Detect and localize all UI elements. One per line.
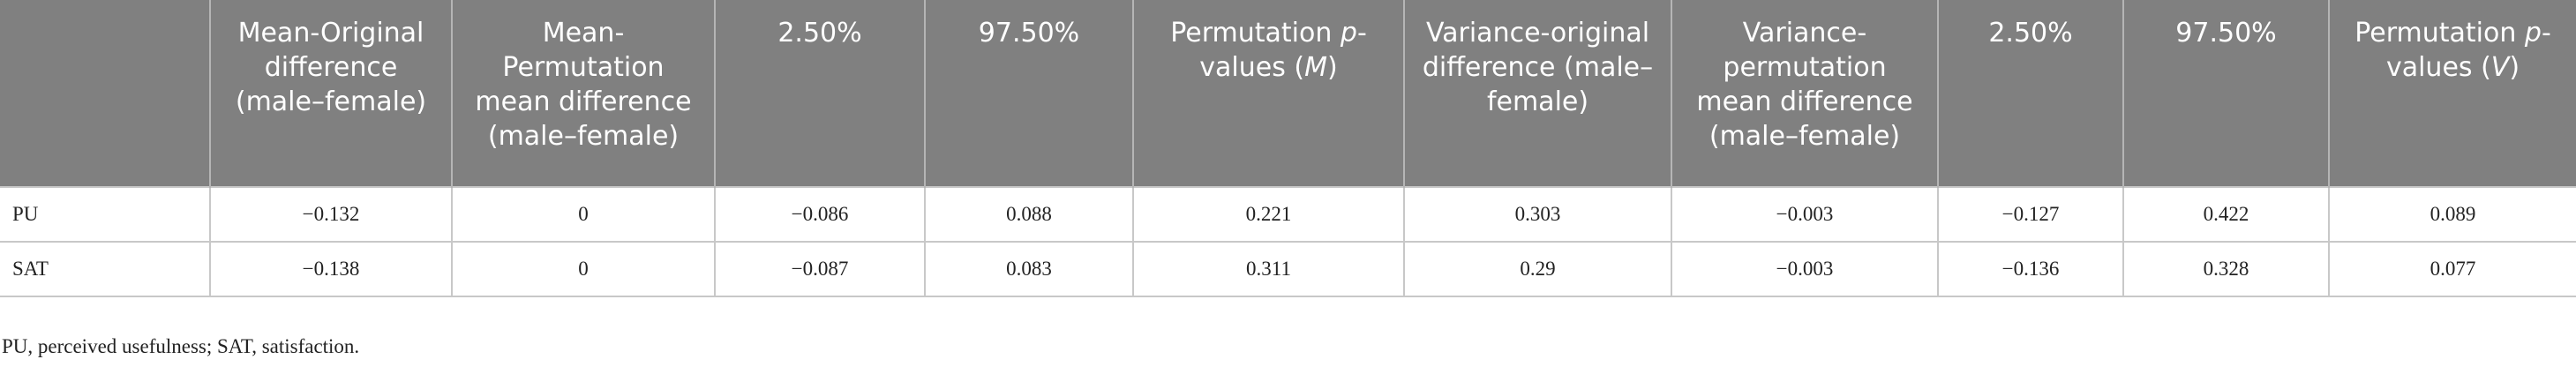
header-cell bbox=[0, 0, 210, 187]
header-text: Variance-original difference (male–femal… bbox=[1422, 18, 1654, 117]
value-cell: 0.303 bbox=[1403, 186, 1672, 243]
value-cell: 0.077 bbox=[2328, 241, 2576, 297]
header-row: Mean-Original difference (male–female) Me… bbox=[0, 0, 2576, 187]
header-text: -values ( bbox=[1199, 18, 1367, 83]
value-cell: 0.422 bbox=[2122, 186, 2330, 243]
header-text: 2.50% bbox=[777, 18, 862, 49]
header-cell: 2.50% bbox=[1937, 0, 2123, 187]
header-text: ) bbox=[2509, 52, 2520, 83]
header-text: Permutation bbox=[1170, 18, 1341, 49]
header-text: p bbox=[2524, 18, 2542, 49]
header-cell: 97.50% bbox=[924, 0, 1133, 187]
value-cell: 0.089 bbox=[2328, 186, 2576, 243]
row-label: PU bbox=[0, 186, 211, 243]
header-text: p bbox=[1340, 18, 1357, 49]
value-cell: 0 bbox=[451, 186, 716, 243]
table-row: SAT −0.138 0 −0.087 0.083 0.311 0.29 −0.003 −0.1… bbox=[0, 241, 2576, 297]
header-text: Mean-Permutation mean difference (male–f… bbox=[475, 18, 692, 152]
header-text: V bbox=[2490, 52, 2510, 83]
value-cell: −0.086 bbox=[714, 186, 926, 243]
header-text: ) bbox=[1327, 52, 1338, 83]
header-text: Mean-Original difference (male–female) bbox=[235, 18, 427, 117]
value-cell: 0.328 bbox=[2122, 241, 2330, 297]
value-cell: −0.136 bbox=[1937, 241, 2124, 297]
header-cell: Permutation p-values (V) bbox=[2328, 0, 2576, 187]
value-cell: −0.087 bbox=[714, 241, 926, 297]
table-row: PU −0.132 0 −0.086 0.088 0.221 0.303 −0.003 −0.1… bbox=[0, 186, 2576, 243]
header-text: Variance-permutation mean difference (ma… bbox=[1696, 18, 1913, 152]
header-text: 97.50% bbox=[2175, 18, 2277, 49]
header-cell: Mean-Original difference (male–female) bbox=[209, 0, 452, 187]
value-cell: 0.311 bbox=[1132, 241, 1405, 297]
header-cell: Mean-Permutation mean difference (male–f… bbox=[451, 0, 715, 187]
header-text: 97.50% bbox=[978, 18, 1080, 49]
value-cell: 0.29 bbox=[1403, 241, 1672, 297]
footnote: PU, perceived usefulness; SAT, satisfact… bbox=[2, 335, 360, 357]
header-text: Permutation bbox=[2354, 18, 2525, 49]
value-cell: 0 bbox=[451, 241, 716, 297]
value-cell: −0.132 bbox=[209, 186, 453, 243]
value-cell: −0.003 bbox=[1671, 241, 1939, 297]
header-cell: Variance-permutation mean difference (ma… bbox=[1671, 0, 1938, 187]
value-cell: 0.088 bbox=[924, 186, 1134, 243]
value-cell: 0.221 bbox=[1132, 186, 1405, 243]
header-cell: Variance-original difference (male–femal… bbox=[1403, 0, 1671, 187]
header-text: 2.50% bbox=[1988, 18, 2073, 49]
header-text: -values ( bbox=[2385, 18, 2551, 83]
results-table: Mean-Original difference (male–female) Me… bbox=[0, 0, 2576, 297]
header-cell: 97.50% bbox=[2122, 0, 2329, 187]
value-cell: −0.127 bbox=[1937, 186, 2124, 243]
header-cell: Permutation p-values (M) bbox=[1132, 0, 1404, 187]
value-cell: −0.003 bbox=[1671, 186, 1939, 243]
header-text: M bbox=[1304, 52, 1327, 83]
row-label: SAT bbox=[0, 241, 211, 297]
value-cell: −0.138 bbox=[209, 241, 453, 297]
header-cell: 2.50% bbox=[714, 0, 925, 187]
value-cell: 0.083 bbox=[924, 241, 1134, 297]
